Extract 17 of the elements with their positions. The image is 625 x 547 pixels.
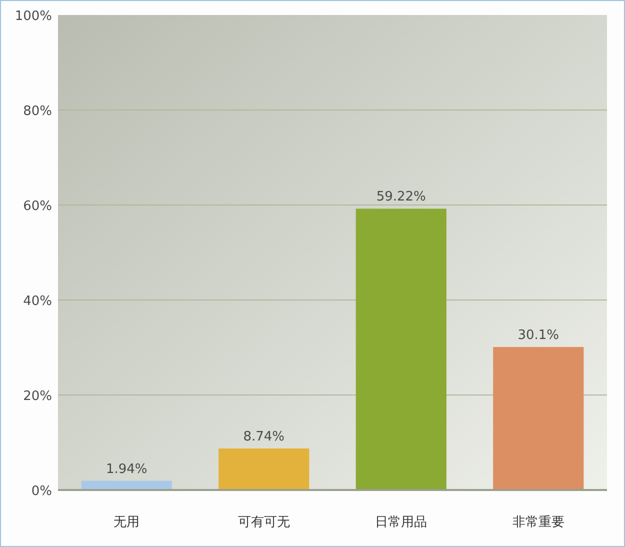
y-tick-label: 80%	[23, 104, 52, 119]
data-label: 1.94%	[106, 462, 148, 477]
data-label: 30.1%	[518, 328, 560, 344]
x-tick-label: 非常重要	[512, 515, 564, 530]
bar	[356, 208, 446, 490]
y-tick-label: 0%	[31, 484, 52, 499]
bar	[218, 448, 310, 490]
data-label: 8.74%	[243, 429, 285, 444]
y-tick-label: 100%	[14, 9, 52, 24]
x-tick-label: 无用	[114, 515, 140, 530]
x-tick-label: 可有可无	[238, 515, 290, 530]
y-tick-label: 20%	[23, 389, 52, 404]
y-tick-label: 60%	[23, 199, 52, 214]
bar	[493, 347, 584, 490]
y-tick-label: 40%	[23, 294, 52, 309]
x-tick-label: 日常用品	[375, 515, 428, 530]
data-label: 59.22%	[376, 190, 426, 205]
